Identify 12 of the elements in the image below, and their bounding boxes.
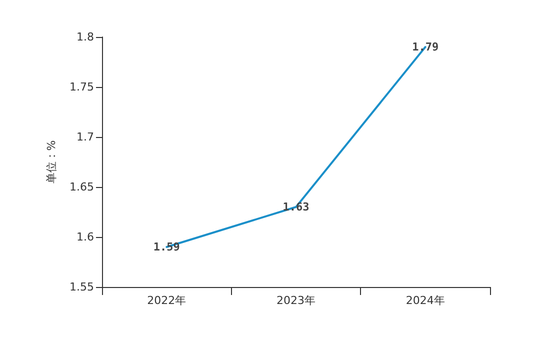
data-label: 1.59 [153,240,180,254]
data-label: 1.79 [412,40,439,54]
y-tick-label: 1.65 [70,180,94,194]
y-tick-label: 1.75 [70,80,94,94]
y-tick-label: 1.6 [76,230,94,244]
y-tick-label: 1.55 [70,280,94,294]
x-tick-label: 2024年 [406,294,445,307]
y-tick-label: 1.7 [76,130,94,144]
y-tick-label: 1.8 [76,30,94,44]
y-axis-title: 单位：% [45,140,58,184]
x-tick-label: 2023年 [276,294,316,307]
x-tick-label: 2022年 [147,294,186,307]
